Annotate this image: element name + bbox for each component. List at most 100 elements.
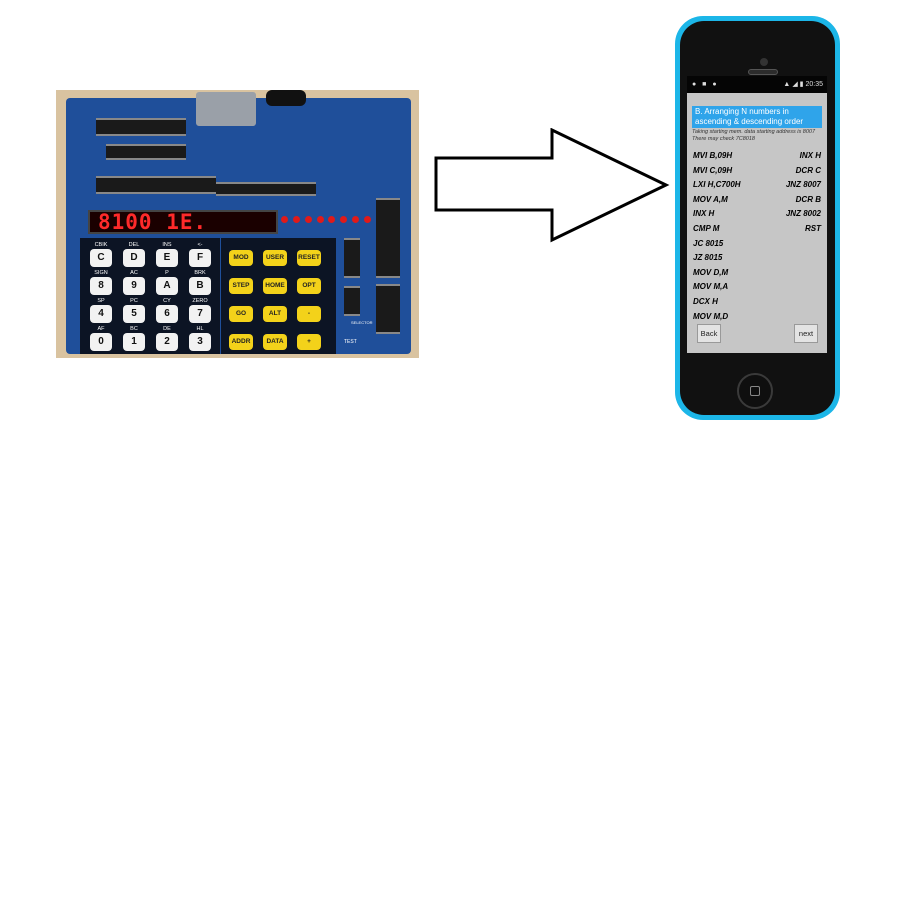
kit-board: 8100 1E. CBIK C DEL D INS E <- F SIGN 8 AC 9 P A BRK B S… [66,90,411,354]
code-instruction-left: DCX H [693,297,718,306]
notification-icons: ● ■ ● [692,81,719,88]
hex-key-e[interactable]: E [156,249,178,267]
code-instruction-left: MOV M,A [693,282,729,292]
selector-label: SELECTOR [351,320,373,325]
hex-key-c[interactable]: C [90,249,112,267]
function-key[interactable]: STEP [229,278,253,294]
code-row: MVI C,09H DCR C [693,164,821,178]
code-instruction-left: MOV M,D [693,311,729,321]
hex-key-a[interactable]: A [156,277,178,295]
status-bar: ● ■ ● ▲ ◢ ▮ 20:35 [687,76,827,93]
hex-key-label: P [165,270,169,276]
ic-chip [376,198,400,278]
back-button[interactable]: Back [697,324,721,343]
hex-key-label: PC [130,298,138,304]
code-instruction-left: CMP M [693,224,720,233]
hex-key-d[interactable]: D [123,249,145,267]
next-button[interactable]: next [794,324,818,343]
hex-key-label: CY [163,298,171,304]
ic-chip [216,182,316,196]
hex-key-label: HL [196,326,204,332]
ic-chip [376,284,400,334]
hex-key-label: INS [162,242,172,248]
ic-chip [344,238,360,278]
hex-key-2[interactable]: 2 [156,333,178,351]
hex-key-1[interactable]: 1 [123,333,145,351]
function-key[interactable]: ADDR [229,334,253,350]
hex-key-0[interactable]: 0 [90,333,112,351]
function-key[interactable]: MOD [229,250,253,266]
code-row: INX H JNZ 8002 [693,207,821,221]
front-camera [760,58,768,66]
hex-keypad: CBIK C DEL D INS E <- F SIGN 8 AC 9 P A BRK B SP 4 PC 5 CY 6 Z… [80,238,220,354]
microprocessor-kit-photo: 8100 1E. CBIK C DEL D INS E <- F SIGN 8 AC 9 P A BRK B S… [56,90,419,358]
code-row: MOV A,M DCR B [693,193,821,207]
function-key[interactable]: GO [229,306,253,322]
hex-key-label: <- [197,242,203,248]
signal-icon: ◢ [792,81,798,88]
hex-key-f[interactable]: F [189,249,211,267]
function-key[interactable]: OPT [297,278,321,294]
hex-key-label: SP [97,298,105,304]
led-row [281,216,371,226]
program-subtitle: Taking starting mem. data starting addre… [692,129,816,142]
code-row: MOV M,D [693,310,821,324]
test-label: TEST [344,339,357,345]
code-row: MOV D,M [693,266,821,280]
hex-key-9[interactable]: 9 [123,277,145,295]
code-row: DCX H [693,295,821,309]
home-square-icon [750,386,760,396]
ic-chip [106,144,186,160]
ic-chip [344,286,360,316]
hex-key-label: BC [130,326,138,332]
home-button[interactable] [737,373,773,409]
hex-key-label: DE [163,326,171,332]
earpiece-speaker [748,69,778,75]
code-instruction-right: RST [805,224,821,233]
code-instruction-left: LXI H,C700H [693,180,741,190]
program-title: B. Arranging N numbers in ascending & de… [692,106,822,128]
function-key[interactable]: + [297,334,321,350]
code-instruction-right: DCR C [795,165,821,175]
hex-key-label: AC [130,270,138,276]
wifi-icon: ▲ [783,81,791,88]
code-instruction-left: INX H [693,209,715,219]
code-row: LXI H,C700H JNZ 8007 [693,178,821,192]
hex-key-4[interactable]: 4 [90,305,112,323]
seven-segment-display: 8100 1E. [88,210,278,234]
code-instruction-left: MVI B,09H [693,151,733,160]
function-key[interactable]: RESET [297,250,321,266]
function-key[interactable]: USER [263,250,287,266]
hex-key-5[interactable]: 5 [123,305,145,323]
hex-key-6[interactable]: 6 [156,305,178,323]
function-key[interactable]: ALT [263,306,287,322]
function-key[interactable]: HOME [263,278,287,294]
code-row: MVI B,09H INX H [693,149,821,163]
hex-key-7[interactable]: 7 [189,305,211,323]
function-key[interactable]: - [297,306,321,322]
code-instruction-right: INX H [799,151,821,160]
status-right: ▲ ◢ ▮ 20:35 [783,76,823,93]
code-instruction-right: DCR B [795,194,821,204]
right-arrow-icon [434,128,670,243]
code-row: JC 8015 [693,237,821,251]
ic-chip [96,176,216,194]
code-instruction-left: JC 8015 [693,238,724,248]
code-instruction-left: MVI C,09H [693,165,733,175]
hex-key-label: AF [97,326,105,332]
phone-screen: ● ■ ● ▲ ◢ ▮ 20:35 B. Arranging N numbers… [687,76,827,353]
function-key[interactable]: DATA [263,334,287,350]
hex-key-b[interactable]: B [189,277,211,295]
ic-chip [96,118,186,136]
battery-icon: ▮ [799,81,804,88]
hex-key-label: DEL [128,242,140,248]
hex-key-3[interactable]: 3 [189,333,211,351]
code-instruction-right: JNZ 8007 [785,180,821,190]
code-row: MOV M,A [693,280,821,294]
code-instruction-right: JNZ 8002 [785,209,821,219]
hex-key-8[interactable]: 8 [90,277,112,295]
function-keypad: MOD USER RESET STEP HOME OPT GO ALT - ADDR DATA + [221,238,336,354]
hex-key-label: BRK [194,270,206,276]
hex-key-label: SIGN [94,270,108,276]
